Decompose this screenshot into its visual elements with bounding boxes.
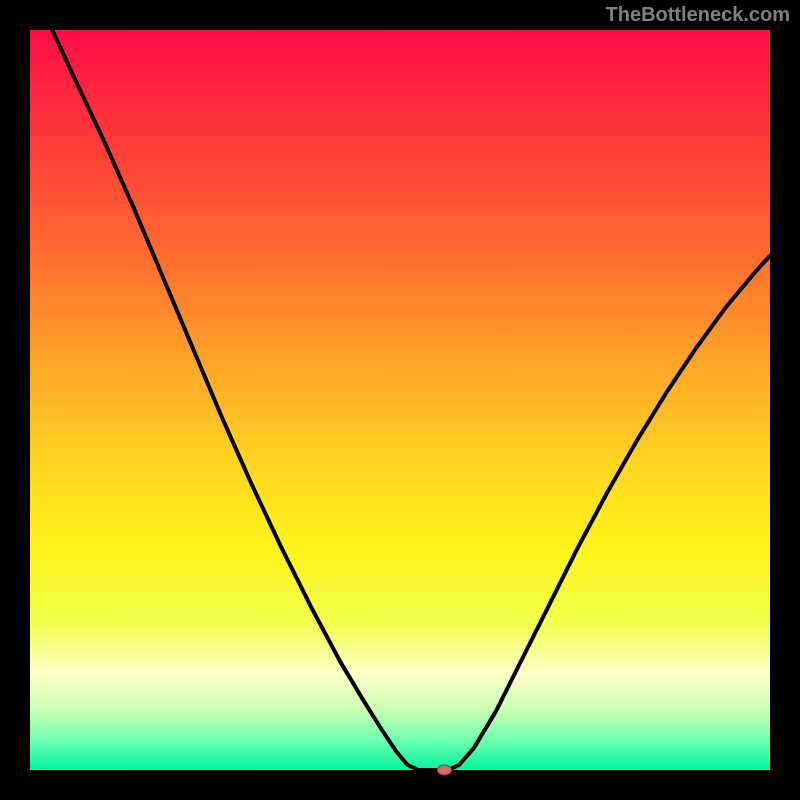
frame-border	[0, 770, 800, 800]
frame-border	[770, 0, 800, 800]
chart-svg	[0, 0, 800, 800]
plot-background	[30, 30, 770, 770]
watermark-text: TheBottleneck.com	[606, 4, 790, 27]
frame-border	[0, 0, 30, 800]
chart-container: TheBottleneck.com	[0, 0, 800, 800]
optimum-marker	[437, 765, 451, 775]
